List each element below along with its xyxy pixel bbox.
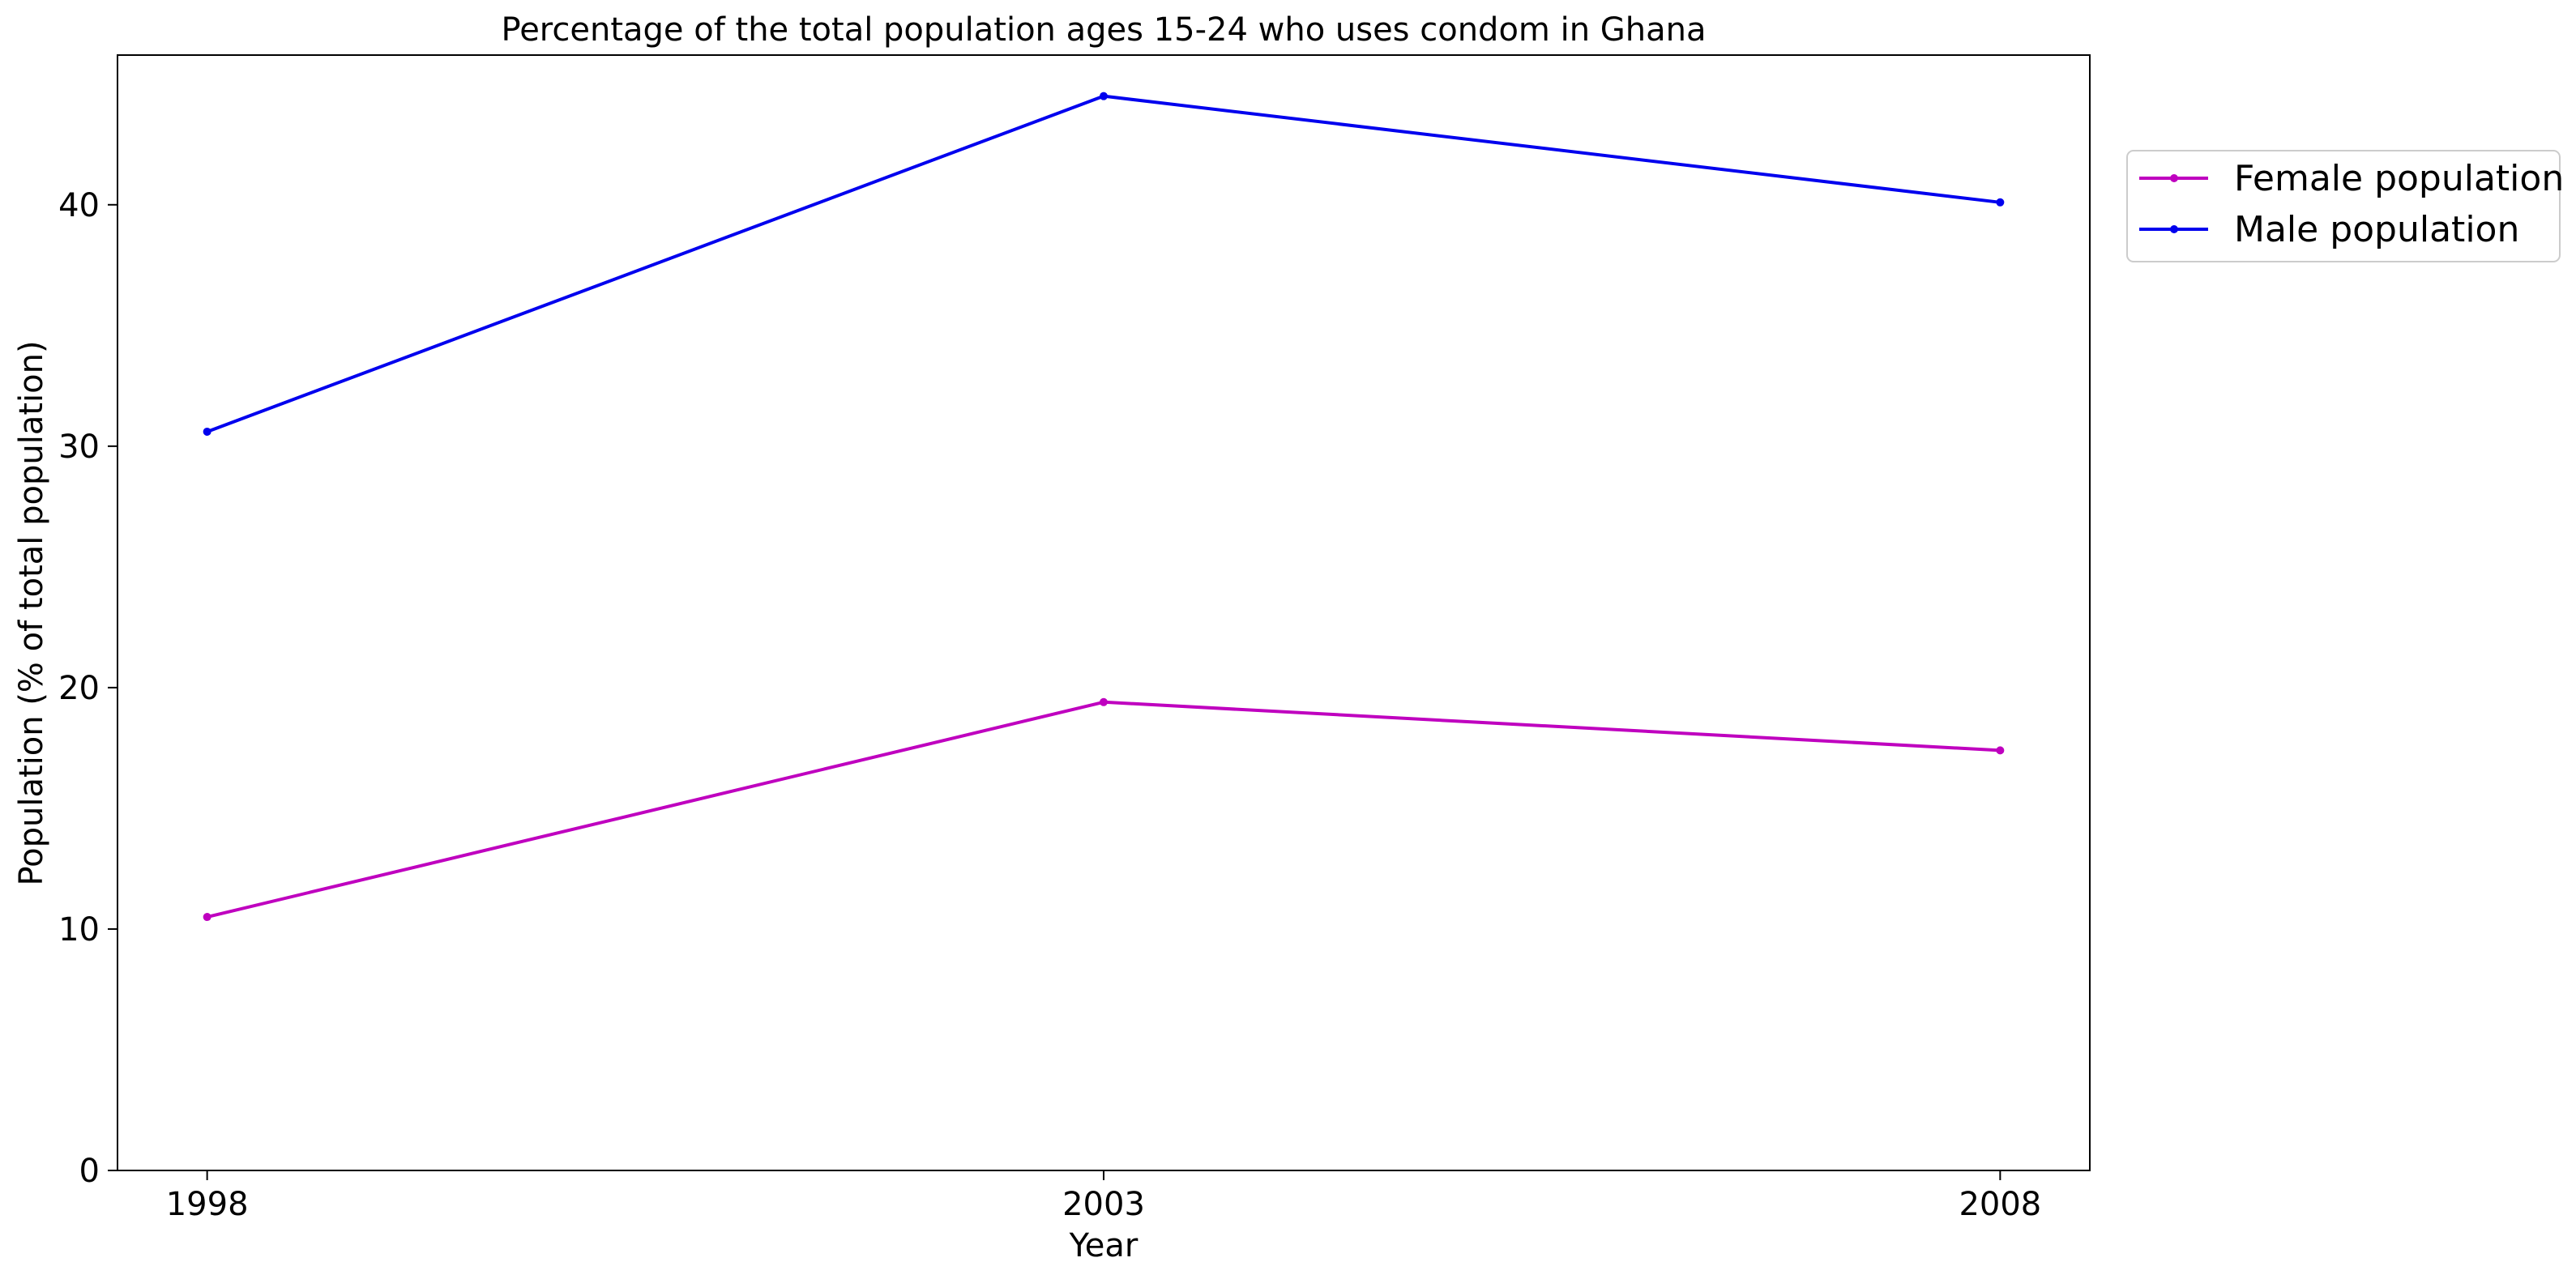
x-tick-label: 1998 bbox=[166, 1186, 249, 1223]
x-tick-label: 2003 bbox=[1062, 1186, 1145, 1223]
legend-label-male-population: Male population bbox=[2234, 209, 2519, 250]
y-tick-label: 20 bbox=[58, 670, 100, 707]
x-axis-ticks: 1998 2003 2008 bbox=[166, 1170, 2041, 1223]
chart-title: Percentage of the total population ages … bbox=[502, 11, 1707, 49]
y-tick-label: 30 bbox=[58, 428, 100, 466]
legend-box bbox=[2126, 150, 2561, 262]
y-tick-label: 0 bbox=[79, 1153, 100, 1190]
series-line-male-population bbox=[206, 94, 2001, 433]
y-axis-label: Population (% of total population) bbox=[13, 340, 50, 885]
y-axis-ticks: 0 10 20 30 40 bbox=[58, 187, 117, 1190]
series-line-female-population bbox=[207, 700, 2001, 919]
data-point-female-population bbox=[1996, 746, 2005, 755]
legend: Female population Male population bbox=[2126, 150, 2564, 262]
y-tick-label: 40 bbox=[58, 187, 100, 224]
series-layer bbox=[203, 92, 2005, 922]
x-tick-label: 2008 bbox=[1959, 1186, 2041, 1223]
plot-area-frame bbox=[117, 54, 2091, 1171]
legend-marker-male-population bbox=[2170, 225, 2178, 233]
legend-marker-female-population bbox=[2170, 174, 2178, 182]
y-tick-label: 10 bbox=[58, 911, 100, 949]
data-point-female-population bbox=[203, 913, 211, 922]
data-point-male-population bbox=[1100, 92, 1108, 100]
data-point-male-population bbox=[203, 427, 211, 436]
legend-label-female-population: Female population bbox=[2234, 158, 2564, 199]
x-axis-label: Year bbox=[1069, 1227, 1138, 1264]
data-point-female-population bbox=[1100, 697, 1108, 706]
data-point-male-population bbox=[1996, 198, 2005, 207]
